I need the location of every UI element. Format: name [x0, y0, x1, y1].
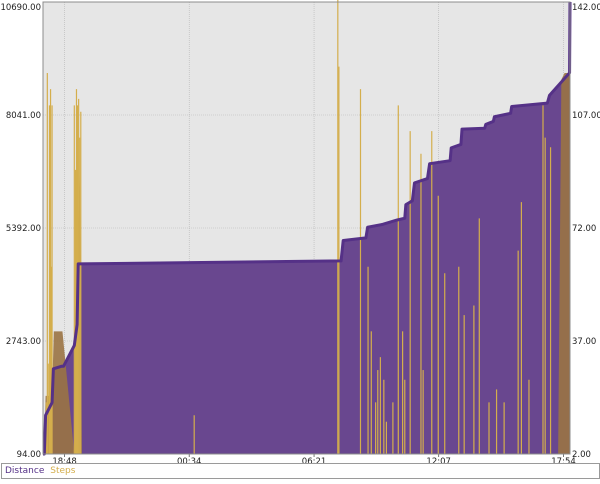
plot-frame	[42, 1, 571, 455]
x-tick-label: 17:54	[551, 457, 576, 467]
legend-steps: Steps	[50, 466, 76, 476]
y-right-tick-label: 107.00	[572, 111, 600, 121]
y-right-tick-label: 72.00	[572, 224, 596, 234]
x-tick-label: 12:07	[426, 457, 451, 467]
legend-distance: Distance	[5, 466, 45, 476]
x-tick-label: 00:34	[177, 457, 202, 467]
y-left-tick-label: 2743.00	[6, 337, 41, 347]
y-right-tick-label: 37.00	[572, 337, 596, 347]
y-left-tick-label: 5392.00	[6, 224, 41, 234]
legend: Distance Steps	[1, 463, 600, 479]
y-left-tick-label: 94.00	[17, 450, 41, 460]
x-tick-label: 06:21	[302, 457, 327, 467]
y-right-tick-label: 2.00	[572, 450, 591, 460]
y-left-tick-label: 10690.00	[0, 3, 41, 13]
y-right-tick-label: 142.00	[572, 3, 600, 13]
y-left-tick-label: 8041.00	[6, 111, 41, 121]
x-tick-label: 18:48	[52, 457, 77, 467]
distance-line	[42, 1, 572, 456]
